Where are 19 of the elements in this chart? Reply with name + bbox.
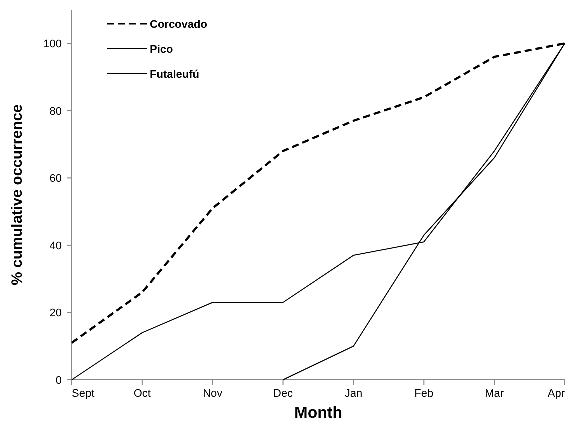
legend-label: Corcovado xyxy=(150,18,208,31)
legend-label: Futaleufú xyxy=(150,68,200,81)
y-tick-label: 0 xyxy=(56,374,62,387)
y-axis-title: % cumulative occurrence xyxy=(9,104,26,286)
y-tick-label: 100 xyxy=(44,38,62,50)
legend-label: Pico xyxy=(150,44,174,56)
y-tick-label: 40 xyxy=(50,240,62,252)
x-tick-label: Oct xyxy=(134,388,151,400)
x-axis-title: Month xyxy=(294,405,342,422)
x-tick-label: Feb xyxy=(414,388,434,400)
y-tick-label: 60 xyxy=(50,173,62,186)
x-tick-label: Nov xyxy=(203,388,224,400)
x-tick-label: Mar xyxy=(485,388,504,400)
x-tick-label: Sept xyxy=(72,388,95,400)
x-tick-label: Apr xyxy=(548,388,566,400)
x-tick-label: Jan xyxy=(344,388,363,400)
y-tick-label: 80 xyxy=(50,106,62,118)
x-tick-label: Dec xyxy=(274,388,294,400)
y-tick-label: 20 xyxy=(50,308,62,320)
